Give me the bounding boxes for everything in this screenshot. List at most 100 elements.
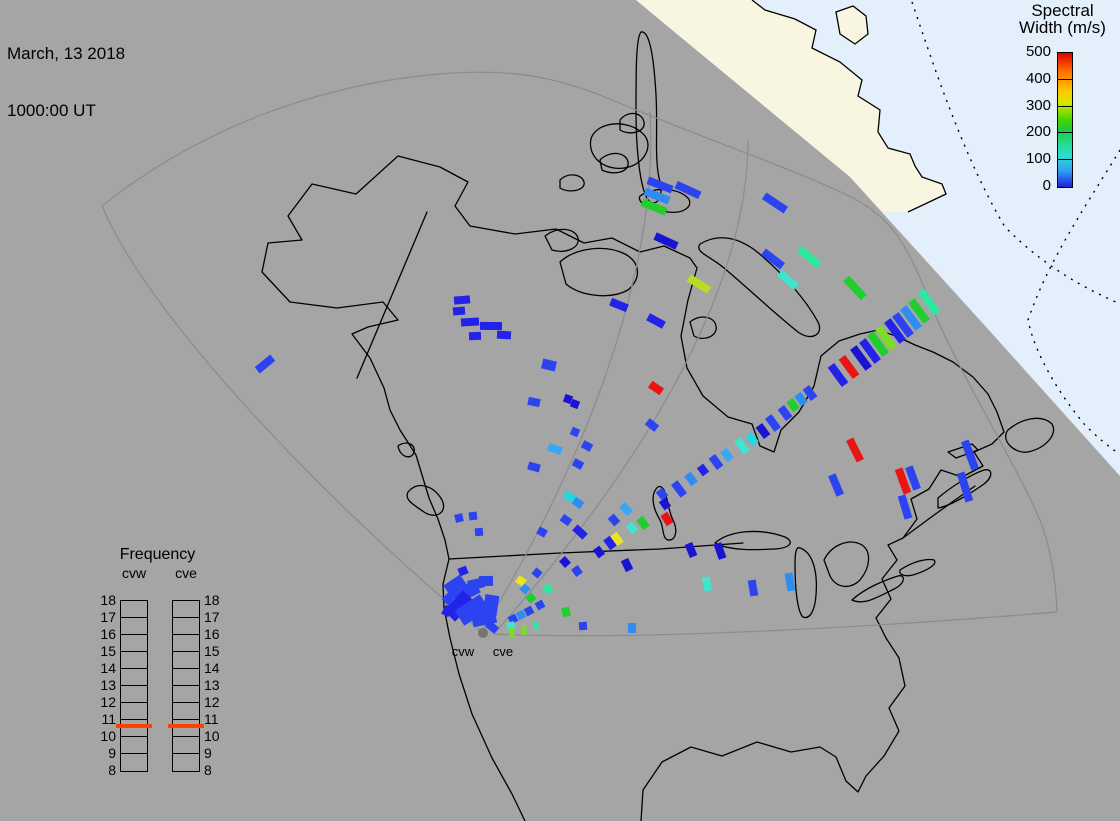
echo-segment	[610, 531, 624, 547]
colorbar-tick	[1058, 159, 1072, 161]
echo-segment	[917, 288, 941, 316]
echo-segment	[443, 590, 475, 622]
radar-label-cve: cve	[492, 644, 514, 659]
frequency-tick-label: 15	[204, 643, 220, 659]
echo-segment	[625, 521, 639, 535]
echo-segment	[578, 621, 588, 631]
frequency-tick-label: 10	[204, 728, 220, 744]
frequency-tick-label: 12	[204, 694, 220, 710]
echo-segment	[802, 384, 818, 402]
echo-segment	[460, 317, 480, 327]
frequency-tick-line	[121, 617, 147, 618]
frequency-tick-label: 14	[100, 660, 116, 676]
echo-segment	[867, 331, 889, 357]
echo-segment	[674, 180, 702, 200]
echo-segment	[607, 513, 621, 527]
echo-segment	[745, 431, 759, 447]
small-island	[835, 5, 869, 45]
echo-segment	[454, 513, 464, 523]
echo-segment	[468, 511, 478, 521]
echo-segment	[784, 572, 796, 592]
colorbar-tick-label: 500	[1025, 43, 1051, 60]
echo-segment	[454, 594, 490, 626]
us-canada-border	[448, 542, 744, 560]
echo-segment	[765, 414, 781, 432]
frequency-tick-line	[121, 753, 147, 754]
colorbar-title: Spectral Width (m/s)	[1019, 1, 1106, 37]
echo-segment	[658, 497, 672, 511]
echo-segments-layer	[254, 176, 979, 638]
frequency-marker	[116, 723, 152, 728]
echo-segment	[562, 393, 574, 405]
echo-segment	[478, 575, 494, 587]
echo-segment	[956, 471, 974, 503]
echo-segment	[560, 606, 572, 618]
frequency-tick-label: 15	[100, 643, 116, 659]
echo-segment	[536, 526, 548, 538]
radar-label-cvw: cvw	[451, 644, 475, 659]
echo-segment	[643, 187, 671, 205]
echo-segment	[646, 313, 666, 329]
frequency-tick-label: 16	[204, 626, 220, 642]
echo-segment	[796, 245, 822, 269]
echo-segment	[527, 396, 541, 408]
echo-segment	[441, 604, 453, 618]
echo-segment	[655, 487, 669, 501]
frequency-tick-line	[173, 617, 199, 618]
echo-segment	[961, 439, 979, 471]
echo-segment	[644, 418, 660, 432]
spectral-width-colorbar: Spectral Width (m/s) 500 400 300 200 100 0	[1005, 0, 1120, 210]
frequency-col-label-cve: cve	[175, 565, 197, 581]
frequency-bar-cve	[172, 600, 200, 772]
echo-segment	[559, 513, 573, 527]
frequency-tick-label: 9	[204, 745, 212, 761]
echo-segment	[684, 542, 698, 558]
colorbar-tick	[1058, 105, 1072, 107]
frequency-tick-label: 10	[100, 728, 116, 744]
frequency-panel: Frequency cvw cve 18 18 17 17 16 16 15 15 14 14 13…	[80, 546, 245, 786]
echo-segment	[534, 599, 546, 611]
echo-segment	[701, 576, 713, 592]
echo-segment	[509, 628, 515, 638]
echo-segment	[479, 321, 503, 331]
echo-segment	[532, 621, 540, 631]
echo-segment	[569, 426, 581, 438]
frequency-tick-line	[173, 685, 199, 686]
frequency-tick-line	[173, 719, 199, 720]
echo-segment	[484, 620, 500, 634]
time-text: 1000:00 UT	[7, 101, 96, 120]
echo-segment	[894, 467, 912, 495]
frequency-tick-label: 8	[204, 762, 212, 778]
frequency-tick-line	[173, 651, 199, 652]
echo-segment	[670, 480, 688, 498]
alaska-border	[356, 211, 428, 379]
frequency-tick-line	[173, 736, 199, 737]
echo-segment	[720, 447, 734, 463]
frequency-tick-label: 11	[204, 711, 219, 727]
colorbar-tick-label: 200	[1025, 123, 1051, 141]
frequency-tick-label: 18	[100, 592, 116, 608]
echo-segment	[897, 494, 913, 520]
echo-segment	[619, 501, 633, 517]
echo-segment	[541, 358, 557, 372]
echo-segment	[647, 380, 665, 396]
frequency-tick-line	[173, 753, 199, 754]
echo-segment	[571, 496, 585, 510]
echo-segment	[592, 545, 606, 559]
greenland-landmass	[636, 0, 947, 213]
echo-segment	[609, 297, 629, 313]
frequency-tick-label: 14	[204, 660, 220, 676]
frequency-tick-label: 13	[204, 677, 220, 693]
echo-segment	[859, 338, 881, 364]
echo-segment	[603, 535, 617, 551]
echo-segment	[515, 575, 527, 587]
echo-segment	[660, 511, 674, 527]
date-text: March, 13 2018	[7, 44, 126, 63]
echo-segment	[571, 565, 583, 577]
echo-segment	[755, 422, 771, 440]
echo-segment	[838, 354, 860, 380]
echo-segment	[761, 192, 789, 214]
frequency-tick-line	[121, 736, 147, 737]
frequency-tick-line	[173, 702, 199, 703]
